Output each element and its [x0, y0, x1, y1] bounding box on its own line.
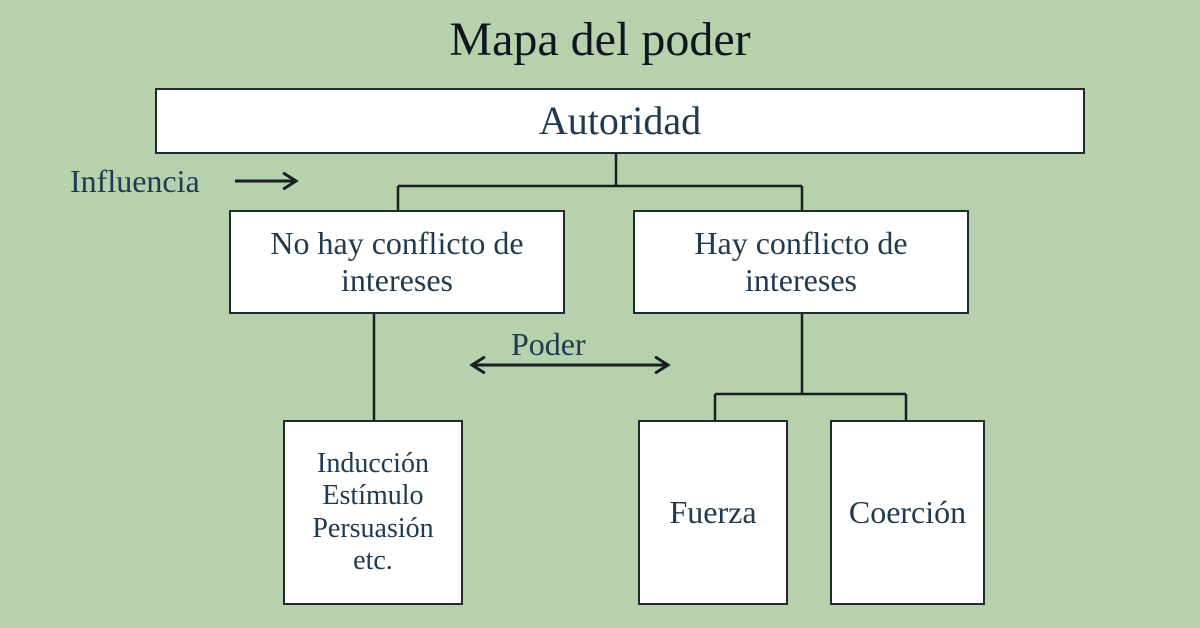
label-poder: Poder: [511, 326, 586, 363]
node-coercion: Coerción: [830, 420, 985, 605]
node-induccion: Inducción Estímulo Persuasión etc.: [283, 420, 463, 605]
node-hay-conflicto: Hay conflicto de intereses: [633, 210, 969, 314]
node-no-conflicto: No hay conflicto de intereses: [229, 210, 565, 314]
diagram-title: Mapa del poder: [0, 12, 1200, 67]
node-fuerza: Fuerza: [638, 420, 788, 605]
node-autoridad: Autoridad: [155, 88, 1085, 154]
label-influencia: Influencia: [70, 163, 200, 200]
diagram-stage: Mapa del poder Autoridad No hay conflict…: [0, 0, 1200, 628]
